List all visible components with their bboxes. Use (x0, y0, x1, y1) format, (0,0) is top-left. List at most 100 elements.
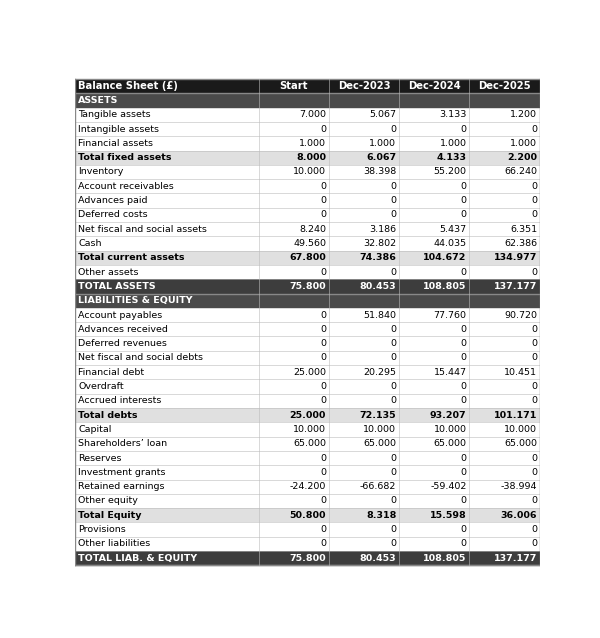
Text: Account receivables: Account receivables (78, 182, 174, 191)
Text: 0: 0 (391, 454, 397, 463)
Bar (75, 293, 540, 308)
Text: Account payables: Account payables (78, 311, 163, 320)
Text: Total debts: Total debts (78, 411, 138, 420)
Bar (75, 494, 540, 508)
Text: 2.200: 2.200 (507, 153, 537, 162)
Text: 0: 0 (391, 182, 397, 191)
Text: 0: 0 (391, 325, 397, 334)
Text: 0: 0 (461, 539, 467, 549)
Text: 8.000: 8.000 (296, 153, 326, 162)
Bar (75, 480, 540, 494)
Text: 0: 0 (391, 382, 397, 391)
Text: 0: 0 (531, 196, 537, 205)
Bar (75, 365, 540, 380)
Text: 8.318: 8.318 (366, 511, 397, 520)
Text: Financial debt: Financial debt (78, 367, 145, 377)
Text: 65.000: 65.000 (364, 440, 397, 449)
Text: 0: 0 (461, 211, 467, 219)
Text: 0: 0 (320, 353, 326, 362)
Text: 10.000: 10.000 (364, 425, 397, 434)
Bar (75, 351, 540, 365)
Text: 66.240: 66.240 (504, 168, 537, 177)
Text: 0: 0 (461, 182, 467, 191)
Text: 0: 0 (320, 339, 326, 348)
Text: 0: 0 (320, 396, 326, 405)
Text: 0: 0 (391, 211, 397, 219)
Text: 50.800: 50.800 (290, 511, 326, 520)
Text: 25.000: 25.000 (293, 367, 326, 377)
Bar (75, 193, 540, 208)
Text: Total fixed assets: Total fixed assets (78, 153, 172, 162)
Text: Accrued interests: Accrued interests (78, 396, 161, 405)
Text: 0: 0 (391, 353, 397, 362)
Text: 6.351: 6.351 (510, 225, 537, 234)
Text: 0: 0 (531, 496, 537, 505)
Text: Total current assets: Total current assets (78, 253, 185, 262)
Text: 10.451: 10.451 (504, 367, 537, 377)
Text: 15.447: 15.447 (434, 367, 467, 377)
Text: Other liabilities: Other liabilities (78, 539, 151, 549)
Text: 0: 0 (391, 124, 397, 133)
Text: 0: 0 (531, 454, 537, 463)
Text: 0: 0 (461, 267, 467, 277)
Text: Other assets: Other assets (78, 267, 139, 277)
Text: 0: 0 (391, 267, 397, 277)
Text: Start: Start (280, 81, 308, 91)
Text: TOTAL ASSETS: TOTAL ASSETS (78, 282, 156, 291)
Bar (75, 222, 540, 236)
Text: 108.805: 108.805 (423, 282, 467, 291)
Text: 51.840: 51.840 (364, 311, 397, 320)
Bar (75, 279, 540, 293)
Text: 0: 0 (461, 325, 467, 334)
Text: 25.000: 25.000 (290, 411, 326, 420)
Text: Capital: Capital (78, 425, 112, 434)
Text: 0: 0 (461, 196, 467, 205)
Text: Deferred costs: Deferred costs (78, 211, 148, 219)
Text: 0: 0 (461, 496, 467, 505)
Text: 15.598: 15.598 (430, 511, 467, 520)
Text: 77.760: 77.760 (434, 311, 467, 320)
Text: Other equity: Other equity (78, 496, 138, 505)
Bar (75, 122, 540, 137)
Text: 0: 0 (461, 339, 467, 348)
Text: 0: 0 (391, 525, 397, 534)
Bar (75, 79, 540, 93)
Text: 72.135: 72.135 (359, 411, 397, 420)
Text: Dec-2025: Dec-2025 (478, 81, 531, 91)
Text: 7.000: 7.000 (299, 110, 326, 119)
Bar (75, 179, 540, 193)
Bar (75, 451, 540, 465)
Bar (75, 551, 540, 565)
Text: 0: 0 (320, 196, 326, 205)
Bar (75, 93, 540, 108)
Text: 10.000: 10.000 (293, 425, 326, 434)
Text: Overdraft: Overdraft (78, 382, 124, 391)
Text: Advances paid: Advances paid (78, 196, 148, 205)
Text: 3.133: 3.133 (439, 110, 467, 119)
Text: 0: 0 (320, 267, 326, 277)
Text: -59.402: -59.402 (430, 482, 467, 491)
Bar (75, 108, 540, 122)
Text: 93.207: 93.207 (430, 411, 467, 420)
Bar (75, 408, 540, 422)
Text: 0: 0 (320, 454, 326, 463)
Bar (75, 394, 540, 408)
Bar (75, 465, 540, 480)
Text: 49.560: 49.560 (293, 239, 326, 248)
Bar (75, 523, 540, 537)
Text: 0: 0 (461, 124, 467, 133)
Text: Balance Sheet (£): Balance Sheet (£) (78, 81, 178, 91)
Text: 0: 0 (531, 124, 537, 133)
Text: 0: 0 (461, 353, 467, 362)
Text: 0: 0 (320, 211, 326, 219)
Text: -38.994: -38.994 (501, 482, 537, 491)
Bar (75, 508, 540, 523)
Text: Inventory: Inventory (78, 168, 124, 177)
Text: Investment grants: Investment grants (78, 468, 166, 477)
Text: 0: 0 (461, 396, 467, 405)
Text: 1.200: 1.200 (510, 110, 537, 119)
Text: Retained earnings: Retained earnings (78, 482, 165, 491)
Text: 5.437: 5.437 (439, 225, 467, 234)
Text: 0: 0 (391, 196, 397, 205)
Text: 0: 0 (391, 496, 397, 505)
